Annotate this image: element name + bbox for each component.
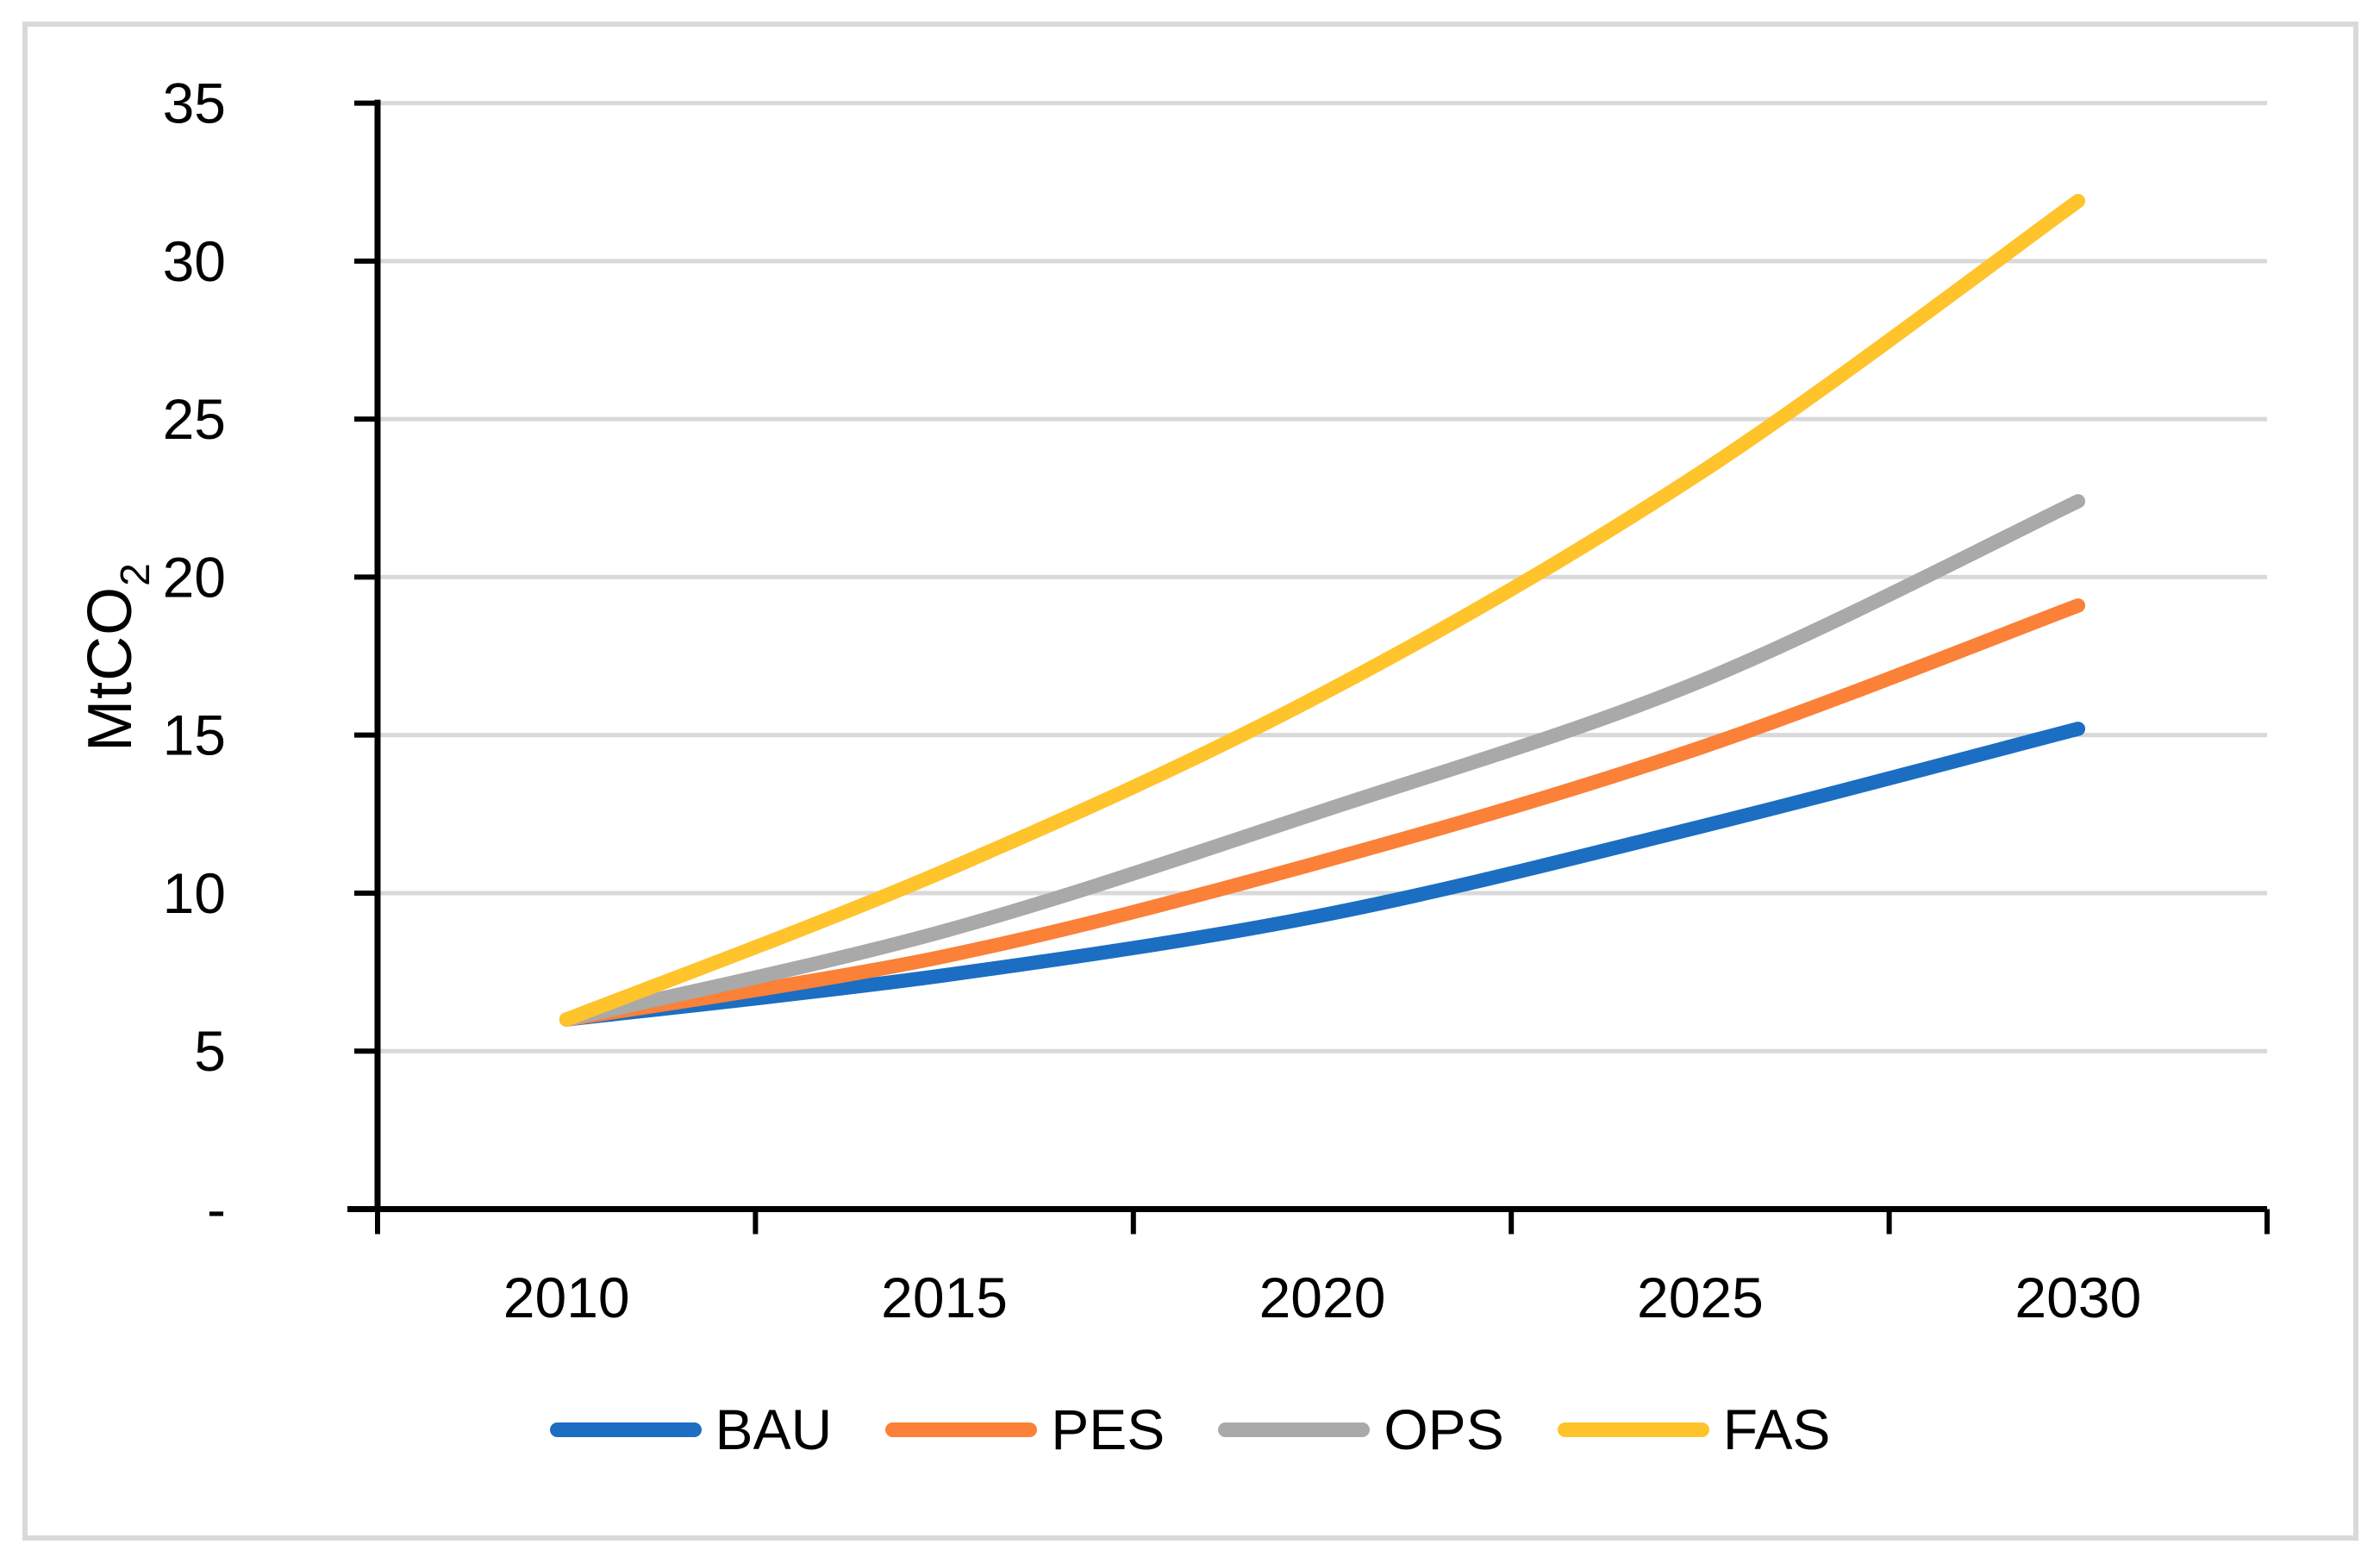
y-axis-title-subscript: 2 <box>113 562 159 586</box>
y-axis-title: MtCO2 <box>75 562 159 752</box>
legend-item-FAS[interactable]: FAS <box>1557 1397 1831 1462</box>
y-axis-title-text: MtCO <box>75 585 145 752</box>
y-tick-label-25: 25 <box>163 387 226 451</box>
legend-swatch-PES <box>885 1422 1038 1437</box>
y-tick-label-30: 30 <box>163 229 226 293</box>
y-tick-label-15: 15 <box>163 703 226 767</box>
x-tick-label-2020: 2020 <box>1259 1266 1386 1329</box>
x-tick-label-2030: 2030 <box>2015 1266 2141 1329</box>
series-line-PES <box>559 598 2086 1027</box>
legend-label-BAU: BAU <box>715 1397 833 1461</box>
x-tick-label-2015: 2015 <box>881 1266 1008 1329</box>
legend-label-OPS: OPS <box>1384 1397 1504 1461</box>
x-tick-label-2025: 2025 <box>1637 1266 1764 1329</box>
series-line-BAU <box>559 722 2086 1027</box>
legend-item-OPS[interactable]: OPS <box>1218 1397 1504 1462</box>
legend-item-PES[interactable]: PES <box>885 1397 1165 1462</box>
series-line-FAS <box>559 193 2086 1027</box>
x-tick-label-2010: 2010 <box>503 1266 630 1329</box>
legend-swatch-FAS <box>1557 1422 1709 1437</box>
y-tick-label-5: 5 <box>194 1019 226 1083</box>
legend-swatch-OPS <box>1218 1422 1371 1437</box>
legend-swatch-BAU <box>549 1422 702 1437</box>
legend-item-BAU[interactable]: BAU <box>549 1397 833 1462</box>
y-tick-label-20: 20 <box>163 545 226 609</box>
y-tick-label-35: 35 <box>163 72 226 135</box>
legend-label-FAS: FAS <box>1722 1397 1831 1461</box>
legend-label-PES: PES <box>1051 1397 1165 1461</box>
series-line-OPS <box>559 494 2086 1027</box>
y-tick-label-0: - <box>207 1178 226 1241</box>
legend: BAU PES OPS FAS <box>0 1386 2380 1472</box>
y-tick-label-10: 10 <box>163 861 226 925</box>
